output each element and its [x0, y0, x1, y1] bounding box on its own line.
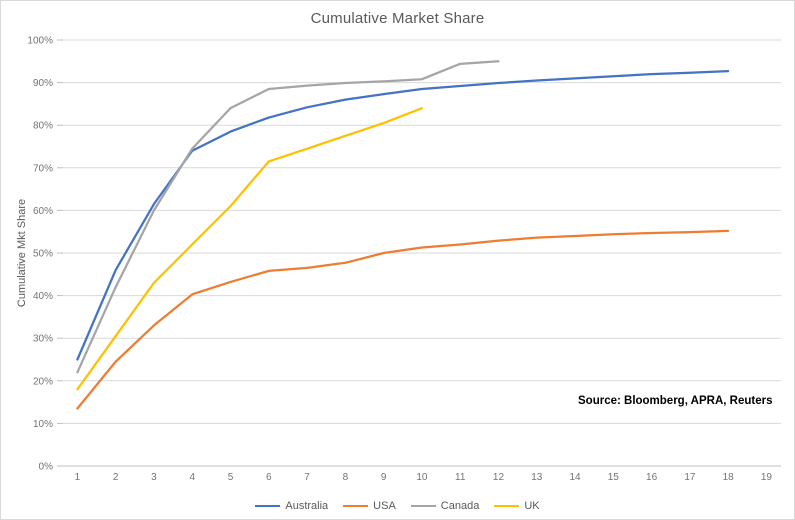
legend-swatch-uk [494, 504, 520, 508]
legend-label: Australia [285, 500, 329, 512]
x-tick-label: 6 [266, 472, 272, 483]
x-tick-label: 11 [455, 472, 466, 483]
y-tick-label: 10% [33, 419, 53, 430]
y-tick-label: 70% [33, 163, 53, 174]
x-tick-label: 2 [113, 472, 119, 483]
x-tick-label: 12 [493, 472, 505, 483]
legend-item-australia: Australia [255, 500, 328, 512]
legend-item-usa: USA [343, 500, 396, 512]
legend-swatch-canada [410, 504, 436, 508]
y-tick-label: 30% [33, 334, 53, 345]
legend-label: UK [524, 500, 540, 512]
x-tick-label: 4 [189, 472, 195, 483]
x-tick-label: 9 [381, 472, 387, 483]
series-line-canada [76, 60, 500, 374]
legend-label: Canada [440, 500, 480, 512]
source-note: Source: Bloomberg, APRA, Reuters [578, 395, 773, 407]
x-tick-label: 5 [228, 472, 234, 483]
y-tick-label: 100% [27, 36, 53, 47]
y-tick-label: 20% [33, 376, 53, 387]
x-tick-label: 10 [416, 472, 428, 483]
y-tick-label: 60% [33, 206, 53, 217]
legend-swatch-usa [343, 504, 369, 508]
x-tick-label: 14 [569, 472, 581, 483]
x-tick-label: 8 [343, 472, 349, 483]
series-line-usa [76, 229, 730, 410]
x-tick-label: 7 [304, 472, 310, 483]
x-tick-label: 13 [531, 472, 543, 483]
y-tick-label: 0% [39, 462, 54, 473]
y-tick-label: 90% [33, 78, 53, 89]
legend-label: USA [373, 500, 396, 512]
x-tick-label: 3 [151, 472, 157, 483]
x-tick-label: 19 [761, 472, 773, 483]
legend: Australia USA Canada UK [1, 500, 794, 512]
series-line-australia [76, 69, 730, 361]
legend-swatch-australia [255, 504, 281, 508]
legend-item-canada: Canada [410, 500, 480, 512]
series-line-uk [76, 107, 424, 391]
x-tick-label: 17 [684, 472, 696, 483]
y-tick-label: 50% [33, 249, 53, 260]
x-tick-label: 18 [723, 472, 735, 483]
legend-item-uk: UK [494, 500, 540, 512]
x-tick-label: 1 [75, 472, 81, 483]
y-tick-label: 40% [33, 291, 53, 302]
x-tick-label: 15 [608, 472, 620, 483]
x-tick-label: 16 [646, 472, 658, 483]
y-tick-label: 80% [33, 121, 53, 132]
chart-title: Cumulative Market Share [310, 10, 485, 27]
